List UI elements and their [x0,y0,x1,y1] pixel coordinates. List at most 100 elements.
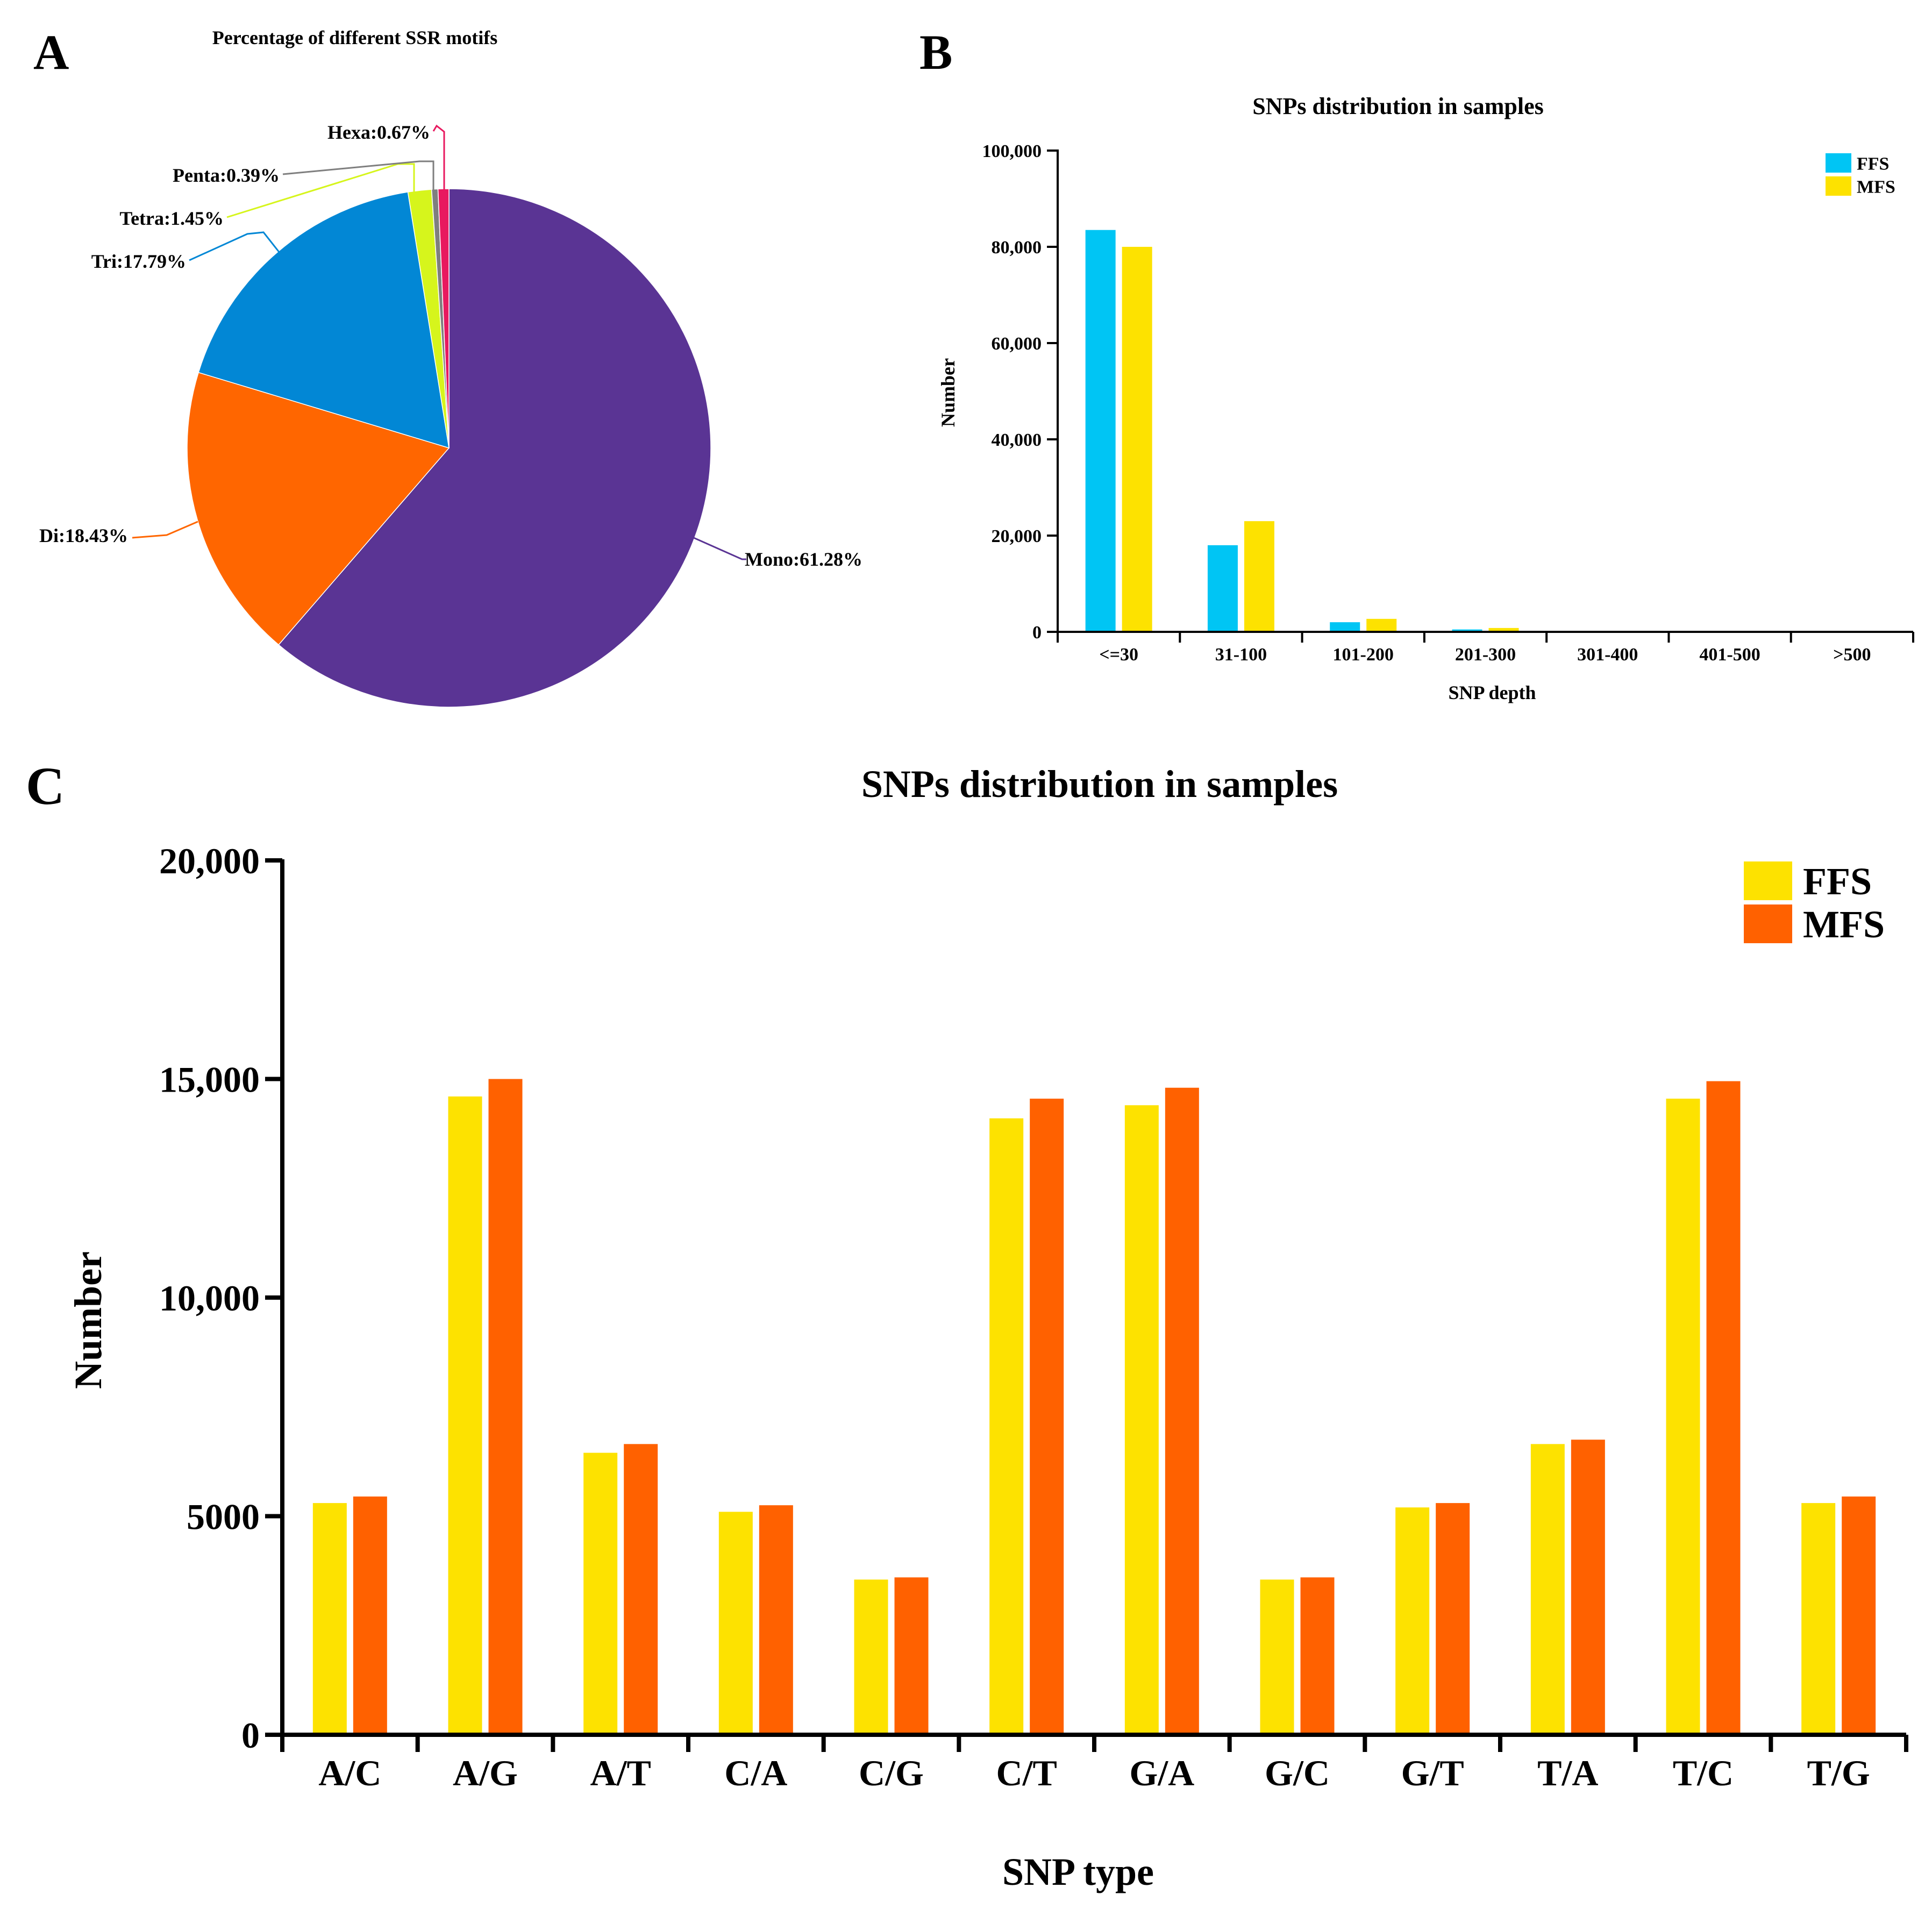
chart-c-bar-mfs-g-t [1436,1503,1470,1733]
chart-c-legend-swatch-ffs [1744,861,1792,900]
chart-c-bar-mfs-c-t [1030,1099,1064,1733]
chart-c-bar-ffs-t-g [1801,1503,1836,1733]
chart-b-xtick-label: 301-400 [1577,645,1638,665]
chart-c-bar-ffs-c-t [989,1118,1024,1733]
chart-c-bar-ffs-a-c [312,1503,347,1733]
chart-c-bar-ffs-g-t [1395,1507,1430,1733]
chart-c-xtick-label: T/C [1673,1753,1734,1793]
chart-c-bar-mfs-t-c [1706,1081,1741,1733]
chart-c-title: SNPs distribution in samples [861,763,1338,806]
pie-label-penta: Penta:0.39% [173,165,280,186]
pie-leader-tri [189,231,281,261]
chart-c-bar-ffs-t-a [1530,1444,1565,1733]
pie-label-hexa: Hexa:0.67% [327,122,430,143]
chart-b-xlabel: SNP depth [1448,682,1536,703]
chart-b-bar-ffs-201-300 [1452,629,1482,631]
chart-c-bar-ffs-t-c [1666,1099,1700,1733]
chart-c-bar-ffs-g-a [1124,1105,1159,1733]
chart-c-xtick-label: C/T [996,1753,1057,1793]
chart-b-ytick-label: 40,000 [992,430,1042,450]
chart-c-bar-mfs-a-t [624,1444,658,1733]
panel-c-letter: C [26,756,65,816]
chart-c-bar-mfs-c-a [759,1505,793,1733]
pie-slices [187,188,711,708]
chart-c-bar-mfs-g-a [1165,1087,1199,1733]
pie-label-tri: Tri:17.79% [91,251,186,272]
chart-b-legend-swatch-mfs [1826,176,1851,196]
chart-b-legend-label-ffs: FFS [1857,154,1889,174]
pie-slice-tri [198,191,450,449]
chart-c-bar-mfs-g-c [1300,1577,1335,1733]
chart-b-ytick-label: 0 [1032,623,1042,643]
pie-leader-hexa [432,124,445,191]
chart-b-legend-label-mfs: MFS [1857,177,1895,197]
chart-b-bar-mfs-31-100 [1244,521,1274,631]
chart-c-ytick-label: 15,000 [159,1059,260,1100]
chart-c-bar-ffs-c-g [854,1579,888,1733]
chart-b-bar-mfs-201-300 [1488,628,1519,631]
chart-c-xtick-label: G/A [1129,1753,1194,1793]
chart-c-xtick-label: C/G [859,1753,924,1793]
chart-c-plot: 0 5000 10,000 15,000 20,000 A/C A/G A/T C/A C/G C/… [159,840,1908,1793]
panel-a: A Percentage of different SSR motifs Mon… [33,25,862,708]
chart-c-bar-ffs-a-g [448,1096,482,1733]
chart-c-legend-label-ffs: FFS [1803,860,1872,903]
chart-c-bar-ffs-a-t [583,1452,618,1733]
chart-c-bar-mfs-t-a [1571,1440,1605,1733]
chart-b-bar-ffs-31-100 [1207,545,1238,631]
chart-c-bar-mfs-t-g [1842,1496,1876,1733]
pie-leaders [132,124,746,560]
pie-labels: Mono:61.28% Di:18.43% Tri:17.79% Tetra:1.45… [39,122,862,570]
chart-b-legend-swatch-ffs [1826,153,1851,173]
chart-c-ytick-label: 0 [241,1715,260,1756]
chart-c-bar-ffs-g-c [1260,1579,1294,1733]
pie-leader-tetra [226,163,415,218]
chart-c-xtick-label: A/T [590,1753,651,1793]
chart-c-xtick-label: A/C [318,1753,381,1793]
pie-leader-penta [282,160,434,191]
pie-leader-mono [693,537,746,560]
chart-b-xtick-label: <=30 [1099,645,1138,665]
pie-title: Percentage of different SSR motifs [212,27,498,48]
chart-c-bar-mfs-a-g [488,1079,523,1733]
panel-b: B SNPs distribution in samples Number SN… [919,25,1914,703]
chart-b-ytick-label: 100,000 [982,141,1042,161]
chart-b-xtick-label: 101-200 [1333,645,1394,665]
chart-b-xtick-label: 201-300 [1455,645,1516,665]
chart-b-bar-ffs-30 [1085,230,1116,631]
chart-c-xtick-label: T/G [1807,1753,1870,1793]
chart-c-legend-swatch-mfs [1744,904,1792,943]
chart-b-ytick-label: 80,000 [992,238,1042,258]
chart-c-ytick-label: 10,000 [159,1278,260,1319]
chart-c-xlabel: SNP type [1002,1850,1154,1893]
chart-c-xtick-label: C/A [724,1753,787,1793]
panel-c: C SNPs distribution in samples Number SN… [26,756,1908,1893]
chart-b-xtick-label: 401-500 [1699,645,1760,665]
chart-b-ytick-label: 20,000 [992,526,1042,546]
chart-b-bar-mfs-101-200 [1366,618,1397,631]
chart-c-ytick-label: 5000 [187,1496,260,1537]
chart-b-title: SNPs distribution in samples [1252,93,1544,119]
pie-label-mono: Mono:61.28% [745,549,862,570]
panel-b-letter: B [919,25,952,80]
chart-c-bar-mfs-a-c [353,1496,387,1733]
chart-c-ylabel: Number [67,1251,110,1389]
pie-label-di: Di:18.43% [39,525,128,546]
chart-b-xtick-label: >500 [1833,645,1871,665]
chart-b-bar-mfs-30 [1122,247,1152,631]
chart-b-xtick-label: 31-100 [1215,645,1267,665]
chart-c-ytick-label: 20,000 [159,840,260,881]
chart-c-xtick-label: T/A [1537,1753,1598,1793]
chart-c-xtick-label: G/C [1265,1753,1330,1793]
chart-c-xtick-label: G/T [1401,1753,1464,1793]
pie-label-tetra: Tetra:1.45% [119,208,224,229]
chart-c-legend-label-mfs: MFS [1803,903,1885,946]
chart-c-bar-ffs-c-a [718,1512,753,1733]
chart-c-bar-mfs-c-g [894,1577,929,1733]
chart-b-plot: 0 20,000 40,000 60,000 80,000 100,000 <=30 31-1… [982,141,1914,665]
chart-b-ytick-label: 60,000 [992,334,1042,354]
chart-b-ylabel: Number [937,358,959,427]
panel-a-letter: A [33,25,69,80]
chart-b-bar-ffs-101-200 [1330,622,1360,631]
